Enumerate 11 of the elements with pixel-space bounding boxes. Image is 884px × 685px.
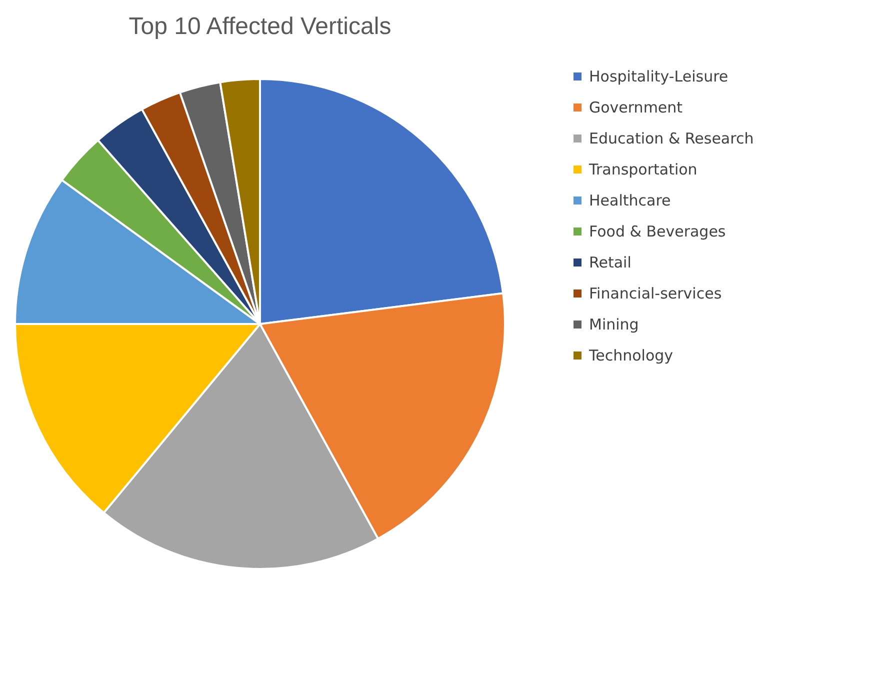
legend-label: Mining: [589, 316, 639, 334]
legend-label: Food & Beverages: [589, 222, 726, 240]
legend-label: Hospitality-Leisure: [589, 68, 728, 86]
chart-title: Top 10 Affected Verticals: [128, 13, 392, 40]
legend-label: Financial-services: [589, 284, 722, 302]
legend-label: Healthcare: [589, 192, 671, 210]
legend-label: Education & Research: [589, 130, 754, 148]
legend-label: Transportation: [588, 160, 698, 178]
legend-label: Retail: [589, 254, 632, 272]
legend-label: Government: [589, 98, 683, 116]
legend-label: Technology: [588, 346, 674, 364]
